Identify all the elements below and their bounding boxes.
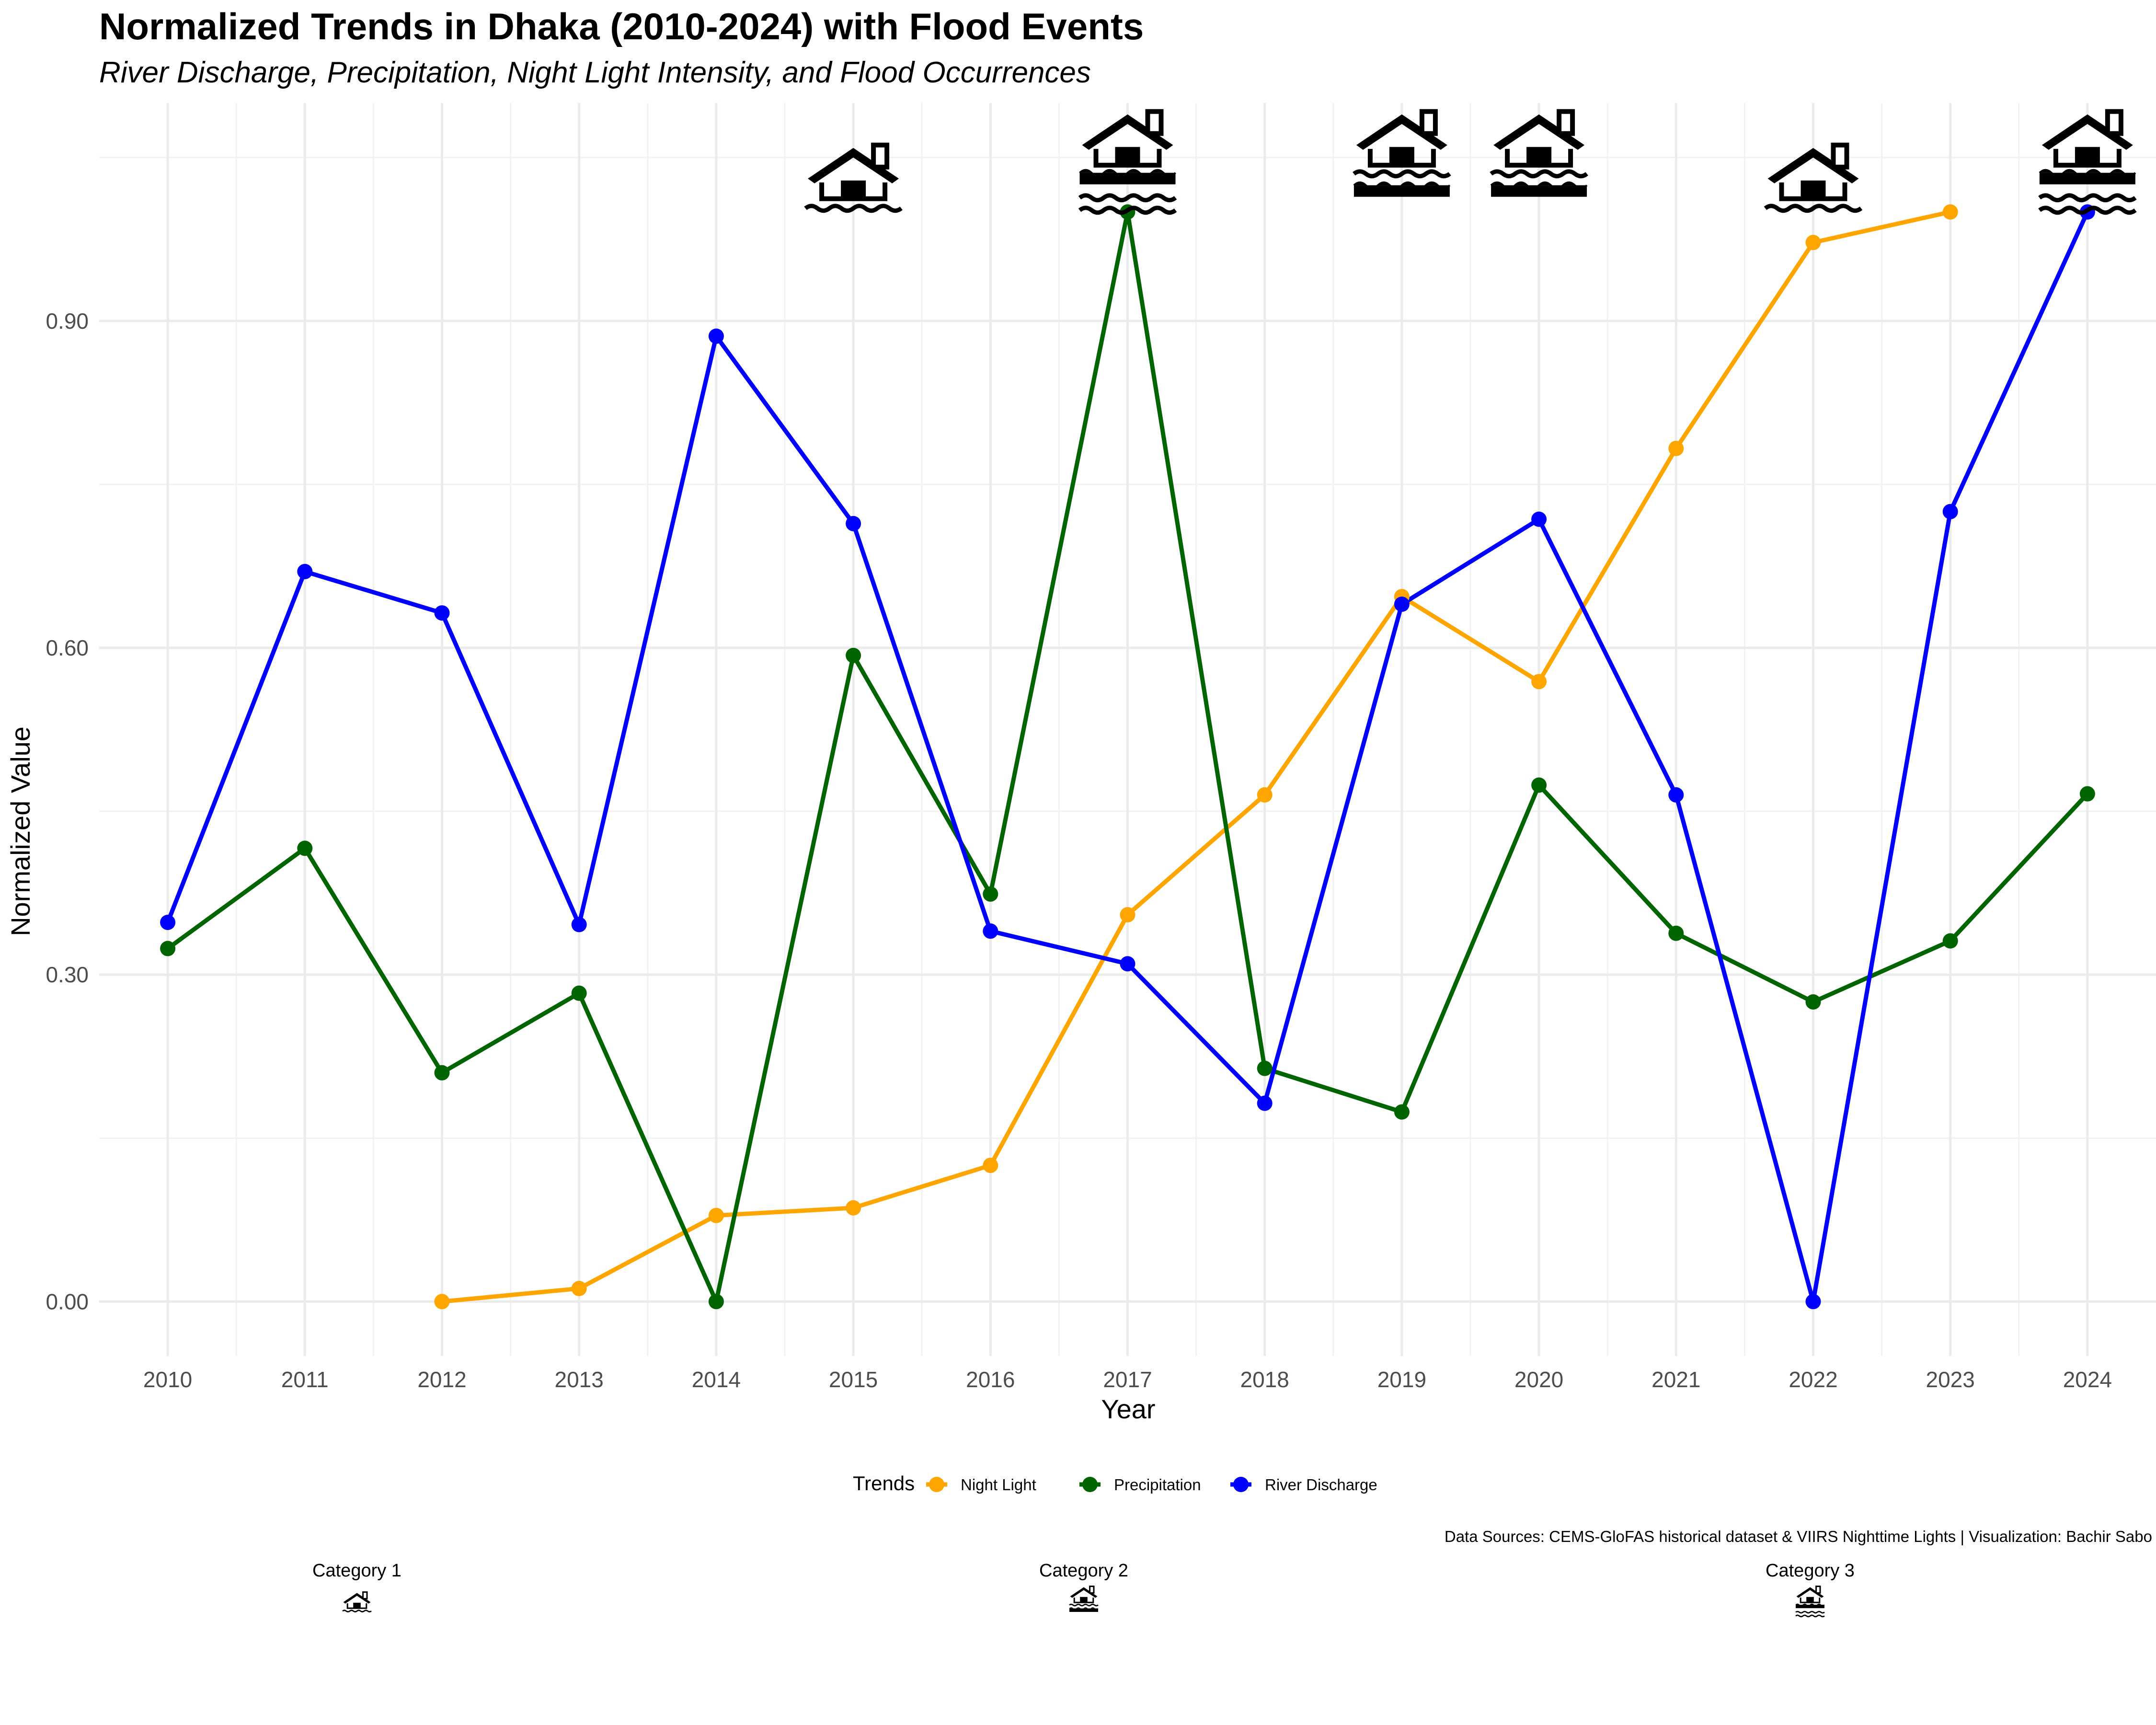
precipitation-point bbox=[297, 840, 313, 856]
chart-subtitle: River Discharge, Precipitation, Night Li… bbox=[99, 56, 1091, 89]
flood-house-cat1-icon bbox=[343, 1592, 371, 1612]
precipitation-point bbox=[708, 1294, 724, 1310]
x-tick-label: 2015 bbox=[829, 1367, 878, 1392]
river-discharge-point bbox=[1394, 597, 1410, 612]
night-light-point bbox=[708, 1208, 724, 1223]
river-discharge-point bbox=[1668, 787, 1684, 803]
x-axis-title: Year bbox=[1101, 1394, 1155, 1424]
x-tick-label: 2022 bbox=[1789, 1367, 1837, 1392]
y-tick-label: 0.30 bbox=[46, 962, 89, 987]
night-light-line bbox=[442, 209, 1951, 1304]
category-label: Category 2 bbox=[1039, 1561, 1128, 1581]
river-discharge-point bbox=[571, 917, 587, 932]
precipitation-point bbox=[1942, 933, 1958, 949]
y-tick-label: 0.60 bbox=[46, 635, 89, 660]
x-tick-label: 2024 bbox=[2063, 1367, 2112, 1392]
x-tick-label: 2014 bbox=[692, 1367, 741, 1392]
y-tick-label: 0.00 bbox=[46, 1289, 89, 1314]
legend-key-point-river-discharge bbox=[1233, 1477, 1249, 1492]
night-light-point bbox=[571, 1281, 587, 1297]
x-tick-label: 2018 bbox=[1240, 1367, 1289, 1392]
x-tick-label: 2023 bbox=[1926, 1367, 1975, 1392]
flood-event-icon bbox=[1766, 145, 1861, 211]
x-tick-label: 2020 bbox=[1514, 1367, 1563, 1392]
category-label: Category 3 bbox=[1766, 1561, 1855, 1581]
precipitation-point bbox=[1531, 777, 1547, 793]
legend-label-precipitation: Precipitation bbox=[1114, 1476, 1201, 1494]
precipitation-point bbox=[571, 985, 587, 1001]
river-discharge-point bbox=[846, 516, 861, 531]
y-axis-ticks: 0.00 0.30 0.60 0.90 bbox=[46, 309, 89, 1314]
y-axis-title: Normalized Value bbox=[5, 726, 35, 936]
major-gridlines bbox=[99, 103, 2156, 1356]
flood-event-icon bbox=[805, 145, 901, 211]
night-light-point bbox=[1668, 440, 1684, 456]
precipitation-point bbox=[1257, 1060, 1273, 1076]
night-light-point bbox=[1531, 674, 1547, 690]
precipitation-point bbox=[434, 1065, 450, 1081]
river-discharge-point bbox=[434, 605, 450, 621]
river-discharge-point bbox=[297, 564, 313, 579]
river-discharge-point bbox=[160, 914, 176, 930]
legend-title: Trends bbox=[853, 1472, 915, 1495]
x-tick-label: 2011 bbox=[281, 1367, 329, 1392]
legend: Trends Night Light Precipitation River Dis… bbox=[853, 1472, 1377, 1495]
river-discharge-point bbox=[1257, 1095, 1273, 1111]
flood-category-legend: Category 1 Category 2 Category 3 bbox=[312, 1561, 1855, 1617]
precipitation-point bbox=[846, 647, 861, 663]
precipitation-point bbox=[1394, 1104, 1410, 1120]
x-axis-ticks: 2010 2011 2012 2013 2014 2015 2016 2017 2018 2019… bbox=[143, 1367, 2112, 1392]
x-tick-label: 2016 bbox=[966, 1367, 1015, 1392]
precipitation-point bbox=[1805, 994, 1821, 1010]
river-discharge-point bbox=[708, 328, 724, 344]
legend-label-night-light: Night Light bbox=[961, 1476, 1036, 1494]
night-light-point bbox=[1805, 235, 1821, 251]
series-points bbox=[160, 204, 2095, 1310]
night-light-point bbox=[1120, 907, 1135, 923]
flood-house-cat3-icon bbox=[1796, 1587, 1824, 1617]
y-tick-label: 0.90 bbox=[46, 309, 89, 334]
precipitation-point bbox=[983, 886, 998, 902]
x-tick-label: 2013 bbox=[555, 1367, 604, 1392]
legend-label-river-discharge: River Discharge bbox=[1265, 1476, 1377, 1494]
caption: Data Sources: CEMS-GloFAS historical dat… bbox=[1445, 1528, 2152, 1545]
flood-house-cat2-icon bbox=[1069, 1587, 1098, 1612]
x-tick-label: 2019 bbox=[1377, 1367, 1426, 1392]
river-discharge-point bbox=[1531, 511, 1547, 527]
night-light-point bbox=[434, 1294, 450, 1310]
category-label: Category 1 bbox=[312, 1561, 401, 1581]
night-light-point bbox=[983, 1158, 998, 1173]
precipitation-point bbox=[1668, 925, 1684, 941]
river-discharge-point bbox=[1120, 956, 1135, 972]
x-tick-label: 2010 bbox=[143, 1367, 192, 1392]
chart-title: Normalized Trends in Dhaka (2010-2024) w… bbox=[99, 5, 1144, 47]
precipitation-point bbox=[2079, 786, 2095, 802]
river-discharge-point bbox=[983, 923, 998, 939]
x-tick-label: 2021 bbox=[1651, 1367, 1700, 1392]
x-tick-label: 2017 bbox=[1103, 1367, 1152, 1392]
x-tick-label: 2012 bbox=[417, 1367, 466, 1392]
river-discharge-point bbox=[1942, 504, 1958, 519]
river-discharge-point bbox=[1805, 1294, 1821, 1310]
precipitation-point bbox=[160, 941, 176, 956]
legend-key-point-night-light bbox=[929, 1477, 944, 1492]
night-light-point bbox=[1257, 787, 1273, 803]
night-light-point bbox=[846, 1200, 861, 1216]
night-light-point bbox=[1942, 204, 1958, 220]
legend-key-point-precipitation bbox=[1082, 1477, 1098, 1492]
